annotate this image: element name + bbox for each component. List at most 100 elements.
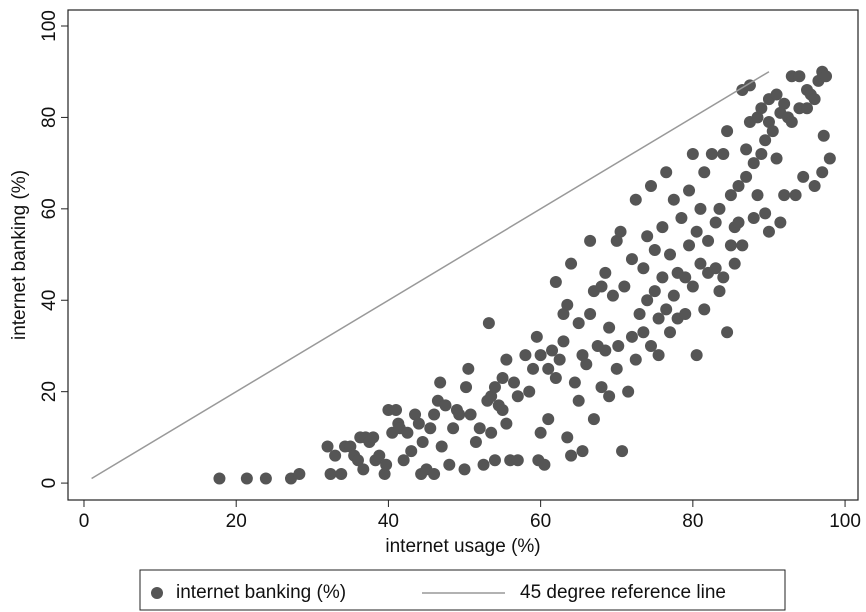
scatter-point bbox=[534, 426, 547, 439]
scatter-point bbox=[713, 285, 726, 298]
scatter-point bbox=[259, 472, 272, 485]
scatter-point bbox=[460, 381, 473, 394]
legend-label: internet banking (%) bbox=[176, 582, 346, 603]
scatter-point bbox=[759, 207, 772, 220]
scatter-point bbox=[443, 458, 456, 471]
scatter-point bbox=[485, 390, 498, 403]
scatter-point bbox=[747, 157, 760, 170]
scatter-point bbox=[637, 262, 650, 275]
scatter-point bbox=[755, 102, 768, 115]
scatter-point bbox=[709, 262, 722, 275]
scatter-point bbox=[447, 422, 460, 435]
scatter-point bbox=[587, 413, 600, 426]
scatter-point bbox=[584, 234, 597, 247]
scatter-point bbox=[736, 239, 749, 252]
y-tick-label: 0 bbox=[39, 478, 60, 489]
scatter-point bbox=[595, 381, 608, 394]
scatter-point bbox=[561, 298, 574, 311]
scatter-point bbox=[329, 449, 342, 462]
scatter-point bbox=[728, 257, 741, 270]
scatter-point bbox=[580, 358, 593, 371]
scatter-point bbox=[519, 349, 532, 362]
scatter-point bbox=[511, 390, 524, 403]
x-tick-label: 20 bbox=[226, 511, 247, 532]
scatter-point bbox=[469, 435, 482, 448]
scatter-point bbox=[732, 179, 745, 192]
scatter-point bbox=[629, 353, 642, 366]
scatter-point bbox=[778, 97, 791, 110]
scatter-point bbox=[616, 445, 629, 458]
scatter-point bbox=[213, 472, 226, 485]
scatter-point bbox=[823, 152, 836, 165]
scatter-point bbox=[458, 463, 471, 476]
scatter-point bbox=[686, 280, 699, 293]
scatter-point bbox=[751, 111, 764, 124]
scatter-point bbox=[488, 381, 501, 394]
scatter-point bbox=[713, 202, 726, 215]
scatter-point bbox=[660, 303, 673, 316]
y-tick-label: 80 bbox=[39, 107, 60, 128]
scatter-point bbox=[743, 79, 756, 92]
scatter-point bbox=[335, 467, 348, 480]
scatter-point bbox=[549, 275, 562, 288]
scatter-point bbox=[565, 449, 578, 462]
scatter-point bbox=[572, 317, 585, 330]
scatter-point bbox=[648, 285, 661, 298]
scatter-point bbox=[549, 371, 562, 384]
x-tick-label: 100 bbox=[829, 511, 861, 532]
scatter-point bbox=[565, 257, 578, 270]
scatter-point bbox=[553, 353, 566, 366]
scatter-point bbox=[542, 362, 555, 375]
scatter-point bbox=[683, 239, 696, 252]
scatter-point bbox=[416, 435, 429, 448]
scatter-point bbox=[747, 211, 760, 224]
scatter-point bbox=[488, 454, 501, 467]
scatter-point bbox=[652, 349, 665, 362]
scatter-point bbox=[412, 417, 425, 430]
x-axis-title: internet usage (%) bbox=[385, 536, 540, 557]
scatter-point bbox=[721, 125, 734, 138]
y-tick-label: 20 bbox=[39, 381, 60, 402]
scatter-point bbox=[724, 189, 737, 202]
scatter-point bbox=[656, 221, 669, 234]
scatter-point bbox=[648, 243, 661, 256]
scatter-point bbox=[801, 102, 814, 115]
scatter-point bbox=[561, 431, 574, 444]
legend-marker bbox=[151, 587, 163, 599]
scatter-point bbox=[667, 289, 680, 302]
scatter-point bbox=[511, 454, 524, 467]
scatter-point bbox=[644, 179, 657, 192]
scatter-point bbox=[546, 344, 559, 357]
scatter-point bbox=[568, 376, 581, 389]
scatter-point bbox=[740, 143, 753, 156]
scatter-point bbox=[485, 426, 498, 439]
scatter-point bbox=[357, 463, 370, 476]
scatter-point bbox=[751, 189, 764, 202]
scatter-point bbox=[428, 408, 441, 421]
scatter-point bbox=[625, 330, 638, 343]
scatter-point bbox=[664, 248, 677, 261]
scatter-point bbox=[464, 408, 477, 421]
scatter-point bbox=[496, 403, 509, 416]
scatter-point bbox=[576, 349, 589, 362]
scatter-point bbox=[603, 321, 616, 334]
scatter-point bbox=[405, 445, 418, 458]
scatter-point bbox=[599, 266, 612, 279]
x-tick-label: 60 bbox=[530, 511, 551, 532]
scatter-point bbox=[435, 440, 448, 453]
scatter-point bbox=[434, 376, 447, 389]
scatter-point bbox=[698, 303, 711, 316]
scatter-point bbox=[538, 458, 551, 471]
scatter-point bbox=[762, 225, 775, 238]
scatter-point bbox=[351, 454, 364, 467]
legend-box bbox=[139, 569, 786, 611]
scatter-point bbox=[606, 289, 619, 302]
scatter-point bbox=[557, 335, 570, 348]
scatter-point bbox=[637, 326, 650, 339]
scatter-point bbox=[778, 189, 791, 202]
scatter-point bbox=[557, 307, 570, 320]
scatter-point bbox=[740, 170, 753, 183]
scatter-point bbox=[496, 371, 509, 384]
scatter-point bbox=[527, 362, 540, 375]
